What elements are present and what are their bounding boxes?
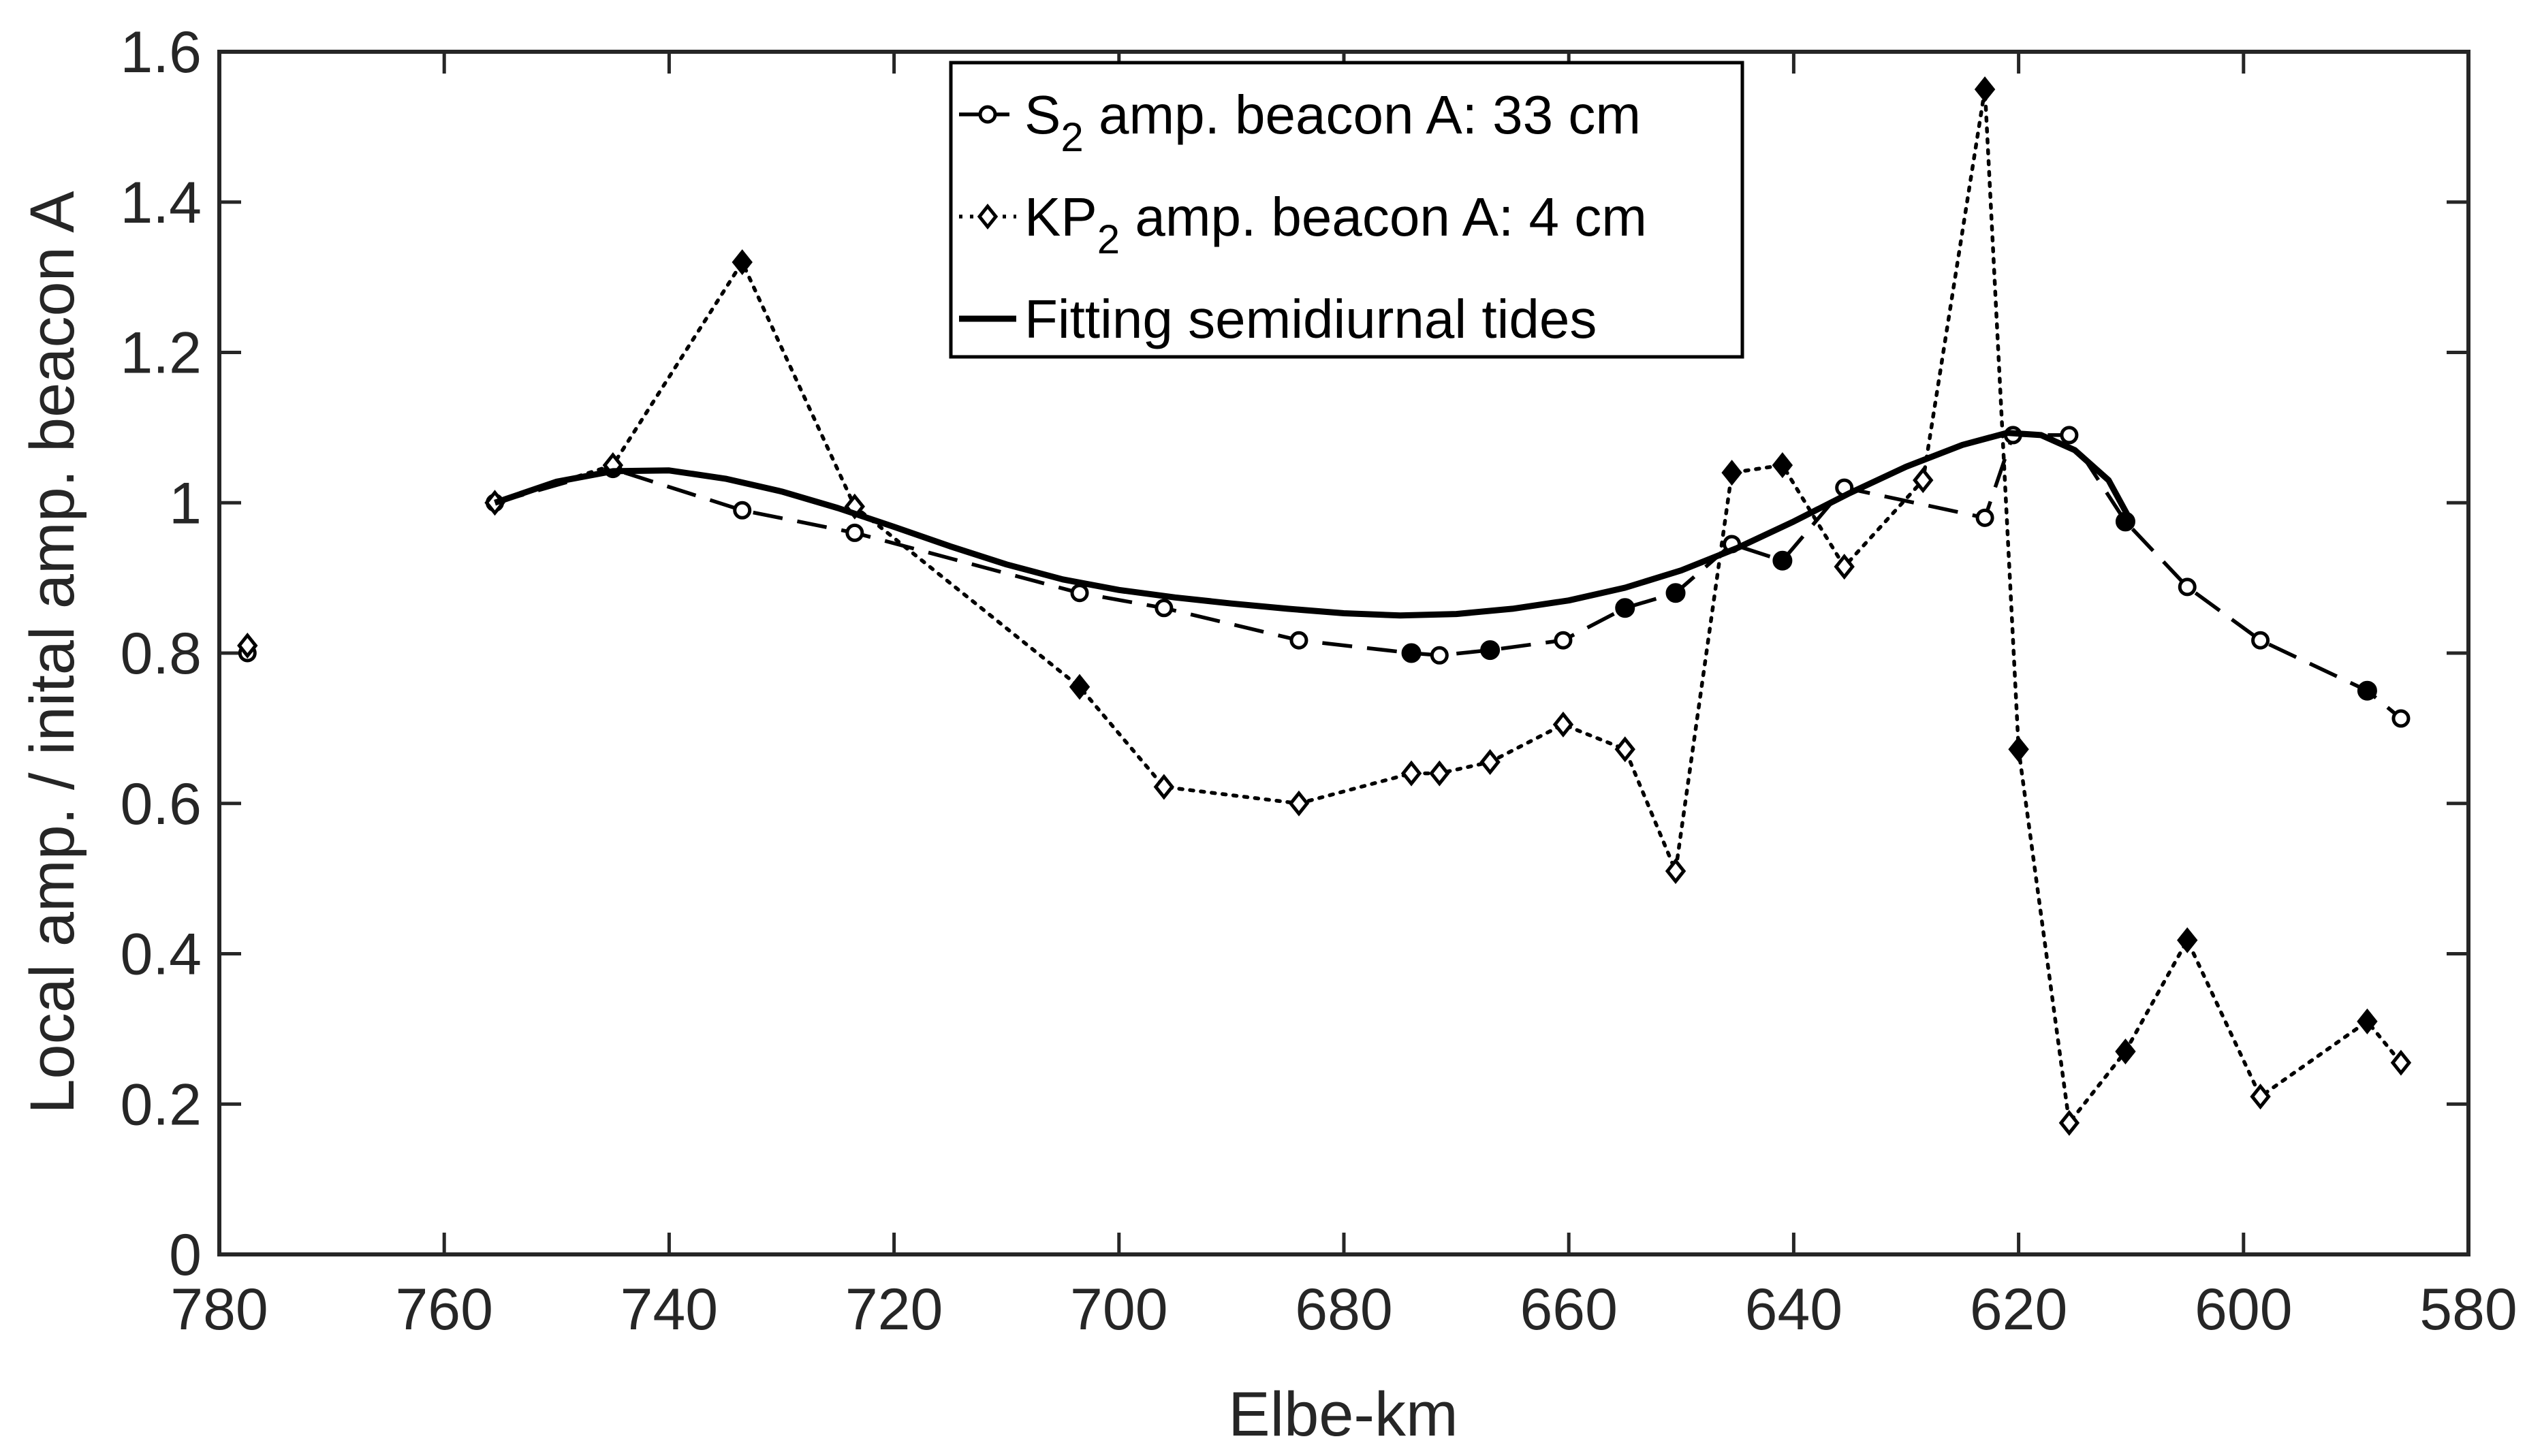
y-axis-ticks: 0 0.2 0.4 0.6 0.8 1 1.2 1.4 1.6 (120, 20, 2468, 1288)
legend-label-main: Fitting semidiurnal tides (1024, 289, 1597, 349)
data-point-diamond (1665, 858, 1686, 885)
data-point-circle (1289, 631, 1308, 650)
data-point-diamond (1721, 460, 1742, 486)
data-point-diamond (1069, 674, 1090, 700)
y-tick-label: 1 (169, 471, 202, 536)
data-point-circle (2357, 680, 2377, 701)
x-tick-label: 720 (845, 1277, 943, 1342)
x-tick-label: 640 (1745, 1277, 1843, 1342)
series-layer (237, 76, 2412, 1136)
data-point-diamond (732, 249, 753, 276)
legend-label-rest: amp. beacon A: 33 cm (1084, 84, 1641, 145)
legend-label: KP2 amp. beacon A: 4 cm (1024, 187, 1647, 262)
x-axis-label: Elbe-km (1228, 1380, 1458, 1449)
x-tick-label: 780 (170, 1277, 268, 1342)
data-point-diamond (2250, 1083, 2271, 1110)
legend-label-main: KP (1024, 187, 1097, 247)
data-point-diamond (1429, 760, 1450, 787)
data-point-diamond (2008, 736, 2029, 763)
data-point-circle (1554, 631, 1573, 650)
y-tick-label: 0.6 (120, 772, 202, 837)
data-point-circle (733, 501, 752, 520)
y-tick-label: 1.4 (120, 170, 202, 236)
x-tick-label: 760 (395, 1277, 493, 1342)
y-tick-label: 0.2 (120, 1072, 202, 1137)
data-point-diamond (1974, 76, 1996, 103)
data-point-diamond (1614, 736, 1635, 763)
data-point-circle (2251, 631, 2270, 650)
data-point-diamond (1153, 774, 1175, 800)
data-point-diamond (2115, 1038, 2136, 1064)
legend-marker (978, 105, 997, 124)
data-point-diamond (237, 632, 258, 659)
x-tick-label: 580 (2419, 1277, 2517, 1342)
data-point-circle (1480, 640, 1501, 661)
legend-box (949, 61, 1744, 359)
data-point-diamond (1772, 452, 1793, 479)
y-tick-label: 1.6 (120, 20, 202, 85)
data-point-circle (1070, 584, 1089, 603)
x-tick-label: 620 (1970, 1277, 2068, 1342)
data-point-circle (2060, 426, 2079, 445)
y-tick-label: 0.4 (120, 922, 202, 987)
data-point-circle (1155, 599, 1174, 618)
x-tick-label: 660 (1520, 1277, 1618, 1342)
data-point-diamond (1552, 711, 1574, 738)
data-point-circle (1430, 646, 1449, 665)
legend-label: S2 amp. beacon A: 33 cm (1024, 84, 1641, 160)
data-point-diamond (2390, 1049, 2412, 1076)
y-tick-label: 1.2 (120, 321, 202, 386)
x-tick-label: 700 (1070, 1277, 1168, 1342)
legend-label-main: S (1024, 84, 1061, 145)
series-2 (494, 430, 2134, 619)
legend-label-rest: amp. beacon A: 4 cm (1120, 187, 1647, 247)
data-point-diamond (1479, 749, 1501, 776)
x-axis-ticks: 780 760 740 720 700 680 660 640 620 600 580 (170, 52, 2517, 1342)
data-point-diamond (1834, 554, 1855, 580)
data-point-circle (1975, 508, 1994, 527)
data-point-diamond (2177, 927, 2198, 953)
y-tick-label: 0.8 (120, 621, 202, 686)
data-point-diamond (2357, 1008, 2378, 1034)
series-line (494, 433, 2402, 721)
data-point-circle (1772, 550, 1793, 571)
y-tick-label: 0 (169, 1222, 202, 1288)
data-point-circle (2391, 709, 2411, 728)
legend-label: Fitting semidiurnal tides (1024, 289, 1597, 349)
series-0 (238, 426, 2411, 728)
legend-label-sub: 2 (1061, 114, 1083, 160)
data-point-circle (1401, 643, 1422, 663)
x-tick-label: 600 (2195, 1277, 2293, 1342)
data-point-diamond (1288, 790, 1310, 817)
y-axis-label: Local amp. / inital amp. beacon A (18, 191, 87, 1114)
series-1 (237, 76, 2412, 1136)
x-tick-label: 680 (1295, 1277, 1393, 1342)
legend-label-sub: 2 (1097, 217, 1120, 262)
data-point-circle (1665, 583, 1686, 603)
legend-marker (977, 203, 999, 230)
data-point-circle (845, 523, 864, 542)
data-point-diamond (2058, 1109, 2080, 1136)
series-line (494, 430, 2134, 619)
data-point-diamond (1913, 467, 1934, 494)
x-tick-label: 740 (621, 1277, 719, 1342)
data-point-circle (2178, 577, 2197, 597)
data-point-circle (1615, 598, 1635, 618)
data-point-diamond (1400, 760, 1422, 787)
